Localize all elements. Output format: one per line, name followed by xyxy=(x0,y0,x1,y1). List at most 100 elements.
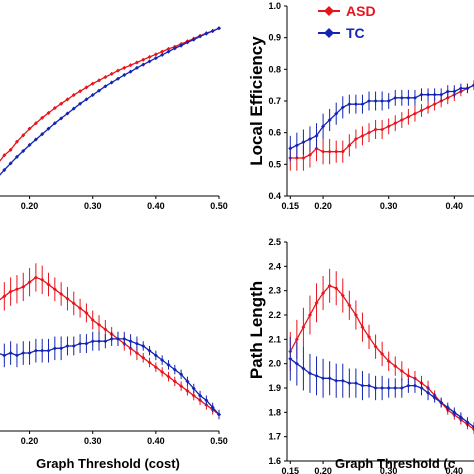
panel-top-left-series-tc-point xyxy=(27,142,32,147)
panel-top-right-series-asd-point xyxy=(426,105,431,110)
panel-bottom-right-series-asd-point xyxy=(294,337,299,342)
panel-top-left-series-asd-point xyxy=(2,153,7,158)
panel-top-left-series-asd-point xyxy=(27,126,32,131)
panel-bottom-right-series-asd-point xyxy=(334,286,339,291)
panel-top-left-series-tc-point xyxy=(217,26,221,31)
panel-top-left-series-tc-point xyxy=(134,65,139,70)
panel-bottom-left-series-asd-line xyxy=(0,276,220,416)
panel-top-left-series-tc-point xyxy=(84,97,89,102)
panel-top-left-series-asd-point xyxy=(115,68,120,73)
panel-bottom-left-series-tc-point xyxy=(33,348,38,353)
panel-top-left-series-tc-point xyxy=(40,132,45,137)
panel-top-left-series-tc-point xyxy=(185,40,190,45)
panel-bottom-left-x-tick-label: 0.30 xyxy=(84,436,102,446)
panel-bottom-right-series-tc-point xyxy=(458,415,463,420)
panel-bottom-right-series-asd-point xyxy=(314,300,319,305)
panel-bottom-left-series-asd-point xyxy=(21,284,26,289)
panel-top-right-series-tc-point xyxy=(419,92,424,97)
panel-top-left-series-tc-point xyxy=(191,37,196,42)
panel-bottom-right-y-tick-label: 2.4 xyxy=(268,261,281,271)
panel-bottom-left-series-tc-point xyxy=(103,339,108,344)
panel-bottom-left-series-tc-point xyxy=(210,405,215,410)
panel-bottom-left-series-asd-point xyxy=(97,322,102,327)
panel-top-right-series-tc-point xyxy=(321,124,326,129)
panel-bottom-left-series-asd-point xyxy=(185,388,190,393)
panel-bottom-left-series-asd-point xyxy=(166,374,171,379)
panel-bottom-left: 0.20 0.30 0.40 0.50 Graph Threshold (cost) xyxy=(0,263,228,471)
panel-bottom-left-series-tc-point xyxy=(115,336,120,341)
panel-bottom-right-y-tick-label: 1.6 xyxy=(268,456,281,466)
panel-top-left-series-asd-point xyxy=(166,46,171,51)
panel-bottom-left-series-tc-point xyxy=(52,346,57,351)
panel-top-left-series-asd-point xyxy=(141,57,146,62)
panel-top-right-series-tc-point xyxy=(288,146,293,151)
panel-top-left-series-asd-line xyxy=(0,27,220,162)
panel-bottom-left-series-asd-point xyxy=(71,301,76,306)
panel-top-left-series-tc-point xyxy=(8,161,13,166)
panel-bottom-left-series-tc-point xyxy=(78,341,83,346)
panel-top-right-series-asd-point xyxy=(380,127,385,132)
panel-top-left-series-tc-point xyxy=(33,137,38,142)
panel-bottom-left-series-asd-point xyxy=(40,277,45,282)
panel-bottom-left-series-tc-point xyxy=(147,348,152,353)
panel-top-left-series-asd-point xyxy=(33,121,38,126)
panel-bottom-left-series-tc-point xyxy=(2,353,7,358)
panel-top-left-x-tick-label: 0.40 xyxy=(147,201,165,211)
panel-bottom-left-x-tick-label: 0.50 xyxy=(210,436,228,446)
panel-top-right-series-asd-point xyxy=(373,127,378,132)
panel-bottom-right-series-tc-point xyxy=(406,383,411,388)
panel-top-right-series-tc-point xyxy=(445,89,450,94)
panel-bottom-right-y-tick-label: 2.1 xyxy=(268,334,281,344)
panel-top-right-series-asd-point xyxy=(353,137,358,141)
panel-top-left-series-tc-point xyxy=(198,34,203,39)
panel-top-right-series-tc-point xyxy=(340,105,345,110)
panel-bottom-left-series-tc-point xyxy=(204,398,209,403)
panel-bottom-left-series-tc-point xyxy=(71,343,76,348)
panel-bottom-left-series-asd-point xyxy=(134,351,139,356)
panel-bottom-left-series-tc-point xyxy=(122,336,127,341)
panel-bottom-left-series-asd-point xyxy=(2,294,7,299)
panel-top-left-series-asd-point xyxy=(52,106,57,111)
panel-bottom-right-y-tick-label: 1.8 xyxy=(268,407,281,417)
panel-top-left-series-tc-point xyxy=(160,52,165,57)
panel-top-right-series-asd-point xyxy=(347,143,352,148)
panel-top-right-series-tc-point xyxy=(347,102,352,107)
panel-bottom-left-series-asd-point xyxy=(160,369,165,374)
panel-bottom-left-series-asd-point xyxy=(191,393,196,398)
panel-top-left-series-asd-point xyxy=(65,97,70,102)
panel-bottom-left-series-tc-point xyxy=(8,351,13,356)
panel-top-left-series-tc-point xyxy=(78,101,83,106)
panel-bottom-right-y-tick-label: 1.9 xyxy=(268,383,281,393)
panel-bottom-right-series-asd-point xyxy=(380,351,385,356)
panel-bottom-right-series-tc-point xyxy=(426,390,431,395)
panel-top-left-series-tc-point xyxy=(141,62,146,67)
panel-top-left-series-tc-point xyxy=(172,46,177,51)
panel-top-left-series-tc-point xyxy=(52,121,57,126)
panel-top-left-series-tc-point xyxy=(21,148,26,153)
panel-bottom-right-series-tc-point xyxy=(393,386,398,390)
legend-tc-label: TC xyxy=(346,25,365,41)
panel-bottom-right-series-asd-point xyxy=(353,313,358,317)
panel-top-right-series-asd-point xyxy=(334,149,339,154)
panel-bottom-right-series-asd-point xyxy=(360,325,365,330)
panel-top-right-series-asd-point xyxy=(386,124,391,129)
panel-bottom-right-series-asd-point xyxy=(386,359,391,364)
panel-bottom-left-series-tc-point xyxy=(59,346,64,351)
panel-top-right-y-tick-label: 0.7 xyxy=(268,96,281,106)
panel-top-right-y-tick-label: 0.8 xyxy=(268,64,281,74)
panel-top-left-series-asd-point xyxy=(46,110,51,115)
panel-top-left-series-asd-point xyxy=(59,101,64,106)
panel-bottom-right-series-tc-point xyxy=(419,386,424,390)
panel-bottom-left-series-asd-point xyxy=(84,310,89,315)
panel-top-right-series-tc-point xyxy=(294,143,299,148)
panel-bottom-right-x-axis-label: Graph Threshold (c xyxy=(335,456,455,471)
panel-top-right-y-axis-label: Local Efficiency xyxy=(247,36,266,166)
panel-top-right-series-asd-point xyxy=(327,149,332,154)
panel-bottom-left-series-tc-point xyxy=(46,348,51,353)
panel-bottom-left-x-tick-label: 0.20 xyxy=(21,436,39,446)
panel-bottom-left-series-tc-point xyxy=(185,379,190,384)
panel-bottom-left-series-asd-point xyxy=(147,360,152,365)
panel-bottom-right-series-tc-point xyxy=(334,378,339,383)
panel-bottom-left-series-tc-point xyxy=(160,358,165,363)
